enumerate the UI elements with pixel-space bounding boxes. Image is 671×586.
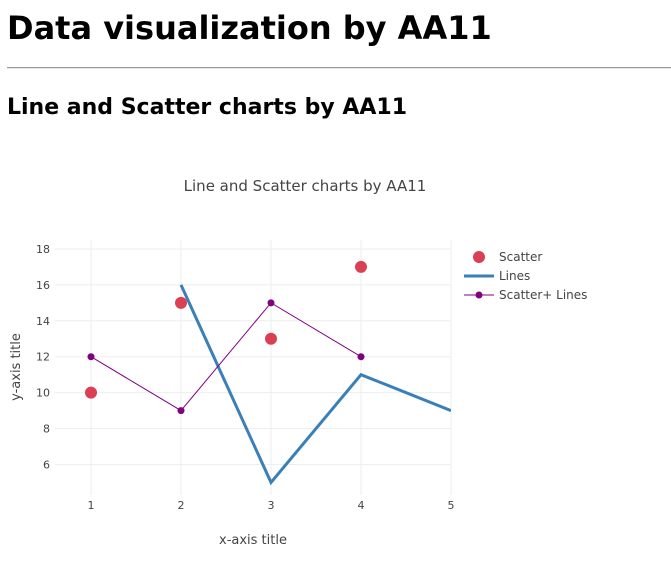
chart-title: Line and Scatter charts by AA11 bbox=[184, 177, 427, 195]
y-tick-labels: 6 8 10 12 14 16 18 bbox=[36, 243, 50, 471]
x-tick-label: 3 bbox=[268, 499, 275, 512]
legend-item[interactable]: Lines bbox=[464, 269, 530, 283]
y-tick-label: 14 bbox=[36, 315, 50, 328]
section-heading: Line and Scatter charts by AA11 bbox=[7, 95, 407, 120]
x-tick-label: 2 bbox=[178, 499, 185, 512]
legend[interactable]: Scatter Lines Scatter+ Lines bbox=[464, 250, 587, 302]
data-point bbox=[177, 407, 185, 415]
line-scatter-chart: Line and Scatter charts by AA11 68101214… bbox=[9, 177, 587, 548]
x-tick-label: 4 bbox=[358, 499, 365, 512]
y-tick-label: 8 bbox=[43, 423, 50, 436]
series-scatter bbox=[85, 260, 367, 399]
grid-lines bbox=[55, 240, 452, 495]
data-point bbox=[87, 353, 95, 361]
series-scatter-lines bbox=[87, 299, 365, 415]
x-axis-title: x-axis title bbox=[219, 533, 287, 548]
legend-item[interactable]: Scatter+ Lines bbox=[464, 288, 587, 302]
x-tick-label: 1 bbox=[88, 499, 95, 512]
x-tick-label: 5 bbox=[448, 499, 455, 512]
heading-divider bbox=[7, 67, 671, 69]
y-axis-title: y-axis title bbox=[9, 333, 24, 401]
data-point bbox=[357, 353, 365, 361]
y-tick-label: 12 bbox=[36, 351, 50, 364]
page-heading: Data visualization by AA11 bbox=[7, 9, 492, 47]
legend-label: Scatter bbox=[499, 250, 542, 264]
plot-area bbox=[85, 260, 451, 486]
data-point bbox=[175, 296, 187, 309]
data-point bbox=[85, 386, 97, 399]
data-point bbox=[355, 260, 367, 273]
legend-item[interactable]: Scatter bbox=[473, 250, 542, 264]
y-tick-label: 16 bbox=[36, 279, 50, 292]
series-line bbox=[179, 284, 451, 486]
y-tick-label: 10 bbox=[36, 387, 50, 400]
legend-label: Lines bbox=[499, 269, 530, 283]
data-point bbox=[265, 332, 277, 345]
series-lines bbox=[179, 284, 451, 486]
y-tick-label: 6 bbox=[43, 458, 50, 471]
series-line bbox=[90, 302, 362, 412]
y-tick-label: 18 bbox=[36, 243, 50, 256]
legend-marker bbox=[475, 291, 483, 299]
x-tick-labels: 1 2 3 4 5 bbox=[88, 499, 455, 512]
legend-swatch bbox=[473, 251, 485, 263]
data-point bbox=[267, 299, 275, 307]
legend-label: Scatter+ Lines bbox=[499, 288, 587, 302]
